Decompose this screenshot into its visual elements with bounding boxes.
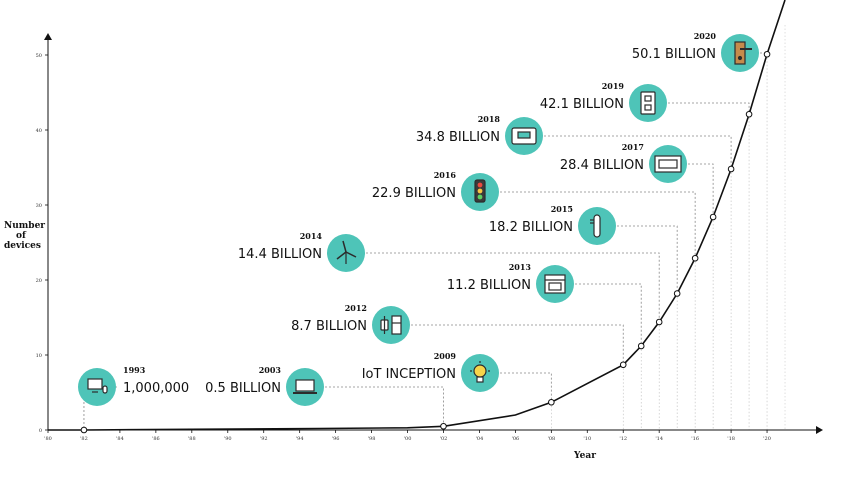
connector-line	[575, 283, 642, 346]
connector-line	[500, 372, 552, 403]
x-tick-label: '08	[547, 436, 555, 442]
annotation-value: 14.4 BILLION	[238, 247, 322, 262]
oven-icon	[536, 265, 574, 303]
x-tick-label: '94	[296, 436, 304, 442]
x-tick-label: '20	[763, 436, 771, 442]
x-tick-label: '86	[152, 436, 160, 442]
y-axis-title-line-2: of	[16, 231, 27, 241]
data-point	[727, 165, 735, 173]
annotation-value: 42.1 BILLION	[540, 97, 624, 112]
annotation-year: 2009	[434, 351, 457, 361]
x-axis-arrow	[816, 426, 823, 434]
annotation-value: 34.8 BILLION	[416, 130, 500, 145]
annotation-value: 8.7 BILLION	[291, 319, 367, 334]
x-tick-label: '02	[440, 436, 448, 442]
icon-badge	[372, 306, 410, 344]
y-tick-label: 20	[36, 278, 42, 284]
annotation-value: 1,000,000	[123, 381, 189, 396]
annotation-year: 2018	[478, 114, 501, 124]
y-tick-label: 50	[36, 53, 42, 59]
data-point	[673, 290, 681, 297]
annotation-year: 2017	[622, 142, 644, 152]
power-outlet-icon	[629, 84, 667, 122]
y-axis-title-line-3: devices	[4, 241, 41, 251]
annotation-year: 2003	[259, 365, 282, 375]
x-tick-label: '82	[80, 436, 88, 442]
computer-icon	[78, 368, 116, 406]
data-point	[440, 422, 447, 430]
data-point	[655, 318, 663, 326]
annotation-value: 18.2 BILLION	[489, 220, 573, 235]
x-tick-label: '96	[332, 436, 340, 442]
connector-line	[668, 102, 750, 115]
x-tick-label: '06	[512, 436, 520, 442]
appliance-panel-icon	[649, 145, 687, 183]
annotation-year: 2020	[694, 31, 717, 41]
annotation-year: 2013	[509, 262, 532, 272]
annotation-value: 50.1 BILLION	[632, 47, 716, 62]
y-axis-arrow	[44, 33, 52, 40]
connector-line	[617, 225, 678, 294]
connector-line	[500, 191, 696, 259]
x-tick-label: '84	[116, 436, 124, 442]
annotation-value: 11.2 BILLION	[447, 278, 531, 293]
annotation-year: 2019	[602, 81, 625, 91]
annotation-year: 2014	[300, 231, 323, 241]
x-tick-label: '10	[583, 436, 591, 442]
x-tick-label: '88	[188, 436, 196, 442]
connector-line	[688, 163, 714, 217]
data-point	[637, 342, 645, 350]
annotation-value: 0.5 BILLION	[205, 381, 281, 396]
thermostat-icon	[505, 117, 543, 155]
x-tick-label: '04	[476, 436, 484, 442]
door-lock-icon	[721, 34, 759, 72]
data-point	[763, 50, 771, 58]
watch-fridge-icon	[372, 306, 410, 344]
x-tick-label: '80	[44, 436, 52, 442]
x-tick-label: '12	[619, 436, 627, 442]
y-tick-label: 40	[36, 128, 42, 134]
lightbulb-icon	[461, 354, 499, 392]
laptop-icon	[286, 368, 324, 406]
y-tick-label: 0	[39, 428, 42, 434]
x-tick-label: '00	[404, 436, 412, 442]
y-tick-label: 10	[36, 353, 42, 359]
toothbrush-icon	[578, 207, 616, 245]
data-point	[691, 254, 699, 262]
annotation-value: 28.4 BILLION	[560, 158, 644, 173]
growth-curve	[48, 0, 786, 431]
y-tick-label: 30	[36, 203, 42, 209]
annotation-year: 2016	[434, 170, 457, 180]
annotation-value: IoT INCEPTION	[362, 367, 456, 382]
connector-line	[411, 324, 624, 365]
annotation-year: 1993	[123, 365, 146, 375]
data-point	[745, 110, 753, 118]
connector-line	[366, 252, 660, 322]
x-axis-title: Year	[573, 451, 596, 461]
data-point	[709, 213, 717, 221]
traffic-light-icon	[461, 173, 499, 211]
x-tick-label: '16	[691, 436, 699, 442]
y-axis-title-line-1: Number	[4, 221, 45, 231]
x-tick-label: '90	[224, 436, 232, 442]
annotation-value: 22.9 BILLION	[372, 186, 456, 201]
x-tick-label: '18	[727, 436, 735, 442]
x-tick-label: '98	[368, 436, 376, 442]
connector-line	[325, 386, 444, 427]
annotation-year: 2012	[345, 303, 367, 313]
connector-line	[544, 135, 732, 169]
annotation-year: 2015	[551, 204, 573, 214]
data-point	[619, 361, 627, 369]
x-tick-label: '92	[260, 436, 268, 442]
data-point	[548, 398, 555, 406]
wind-turbine-icon	[327, 234, 365, 272]
data-point	[80, 426, 88, 434]
x-tick-label: '14	[655, 436, 663, 442]
